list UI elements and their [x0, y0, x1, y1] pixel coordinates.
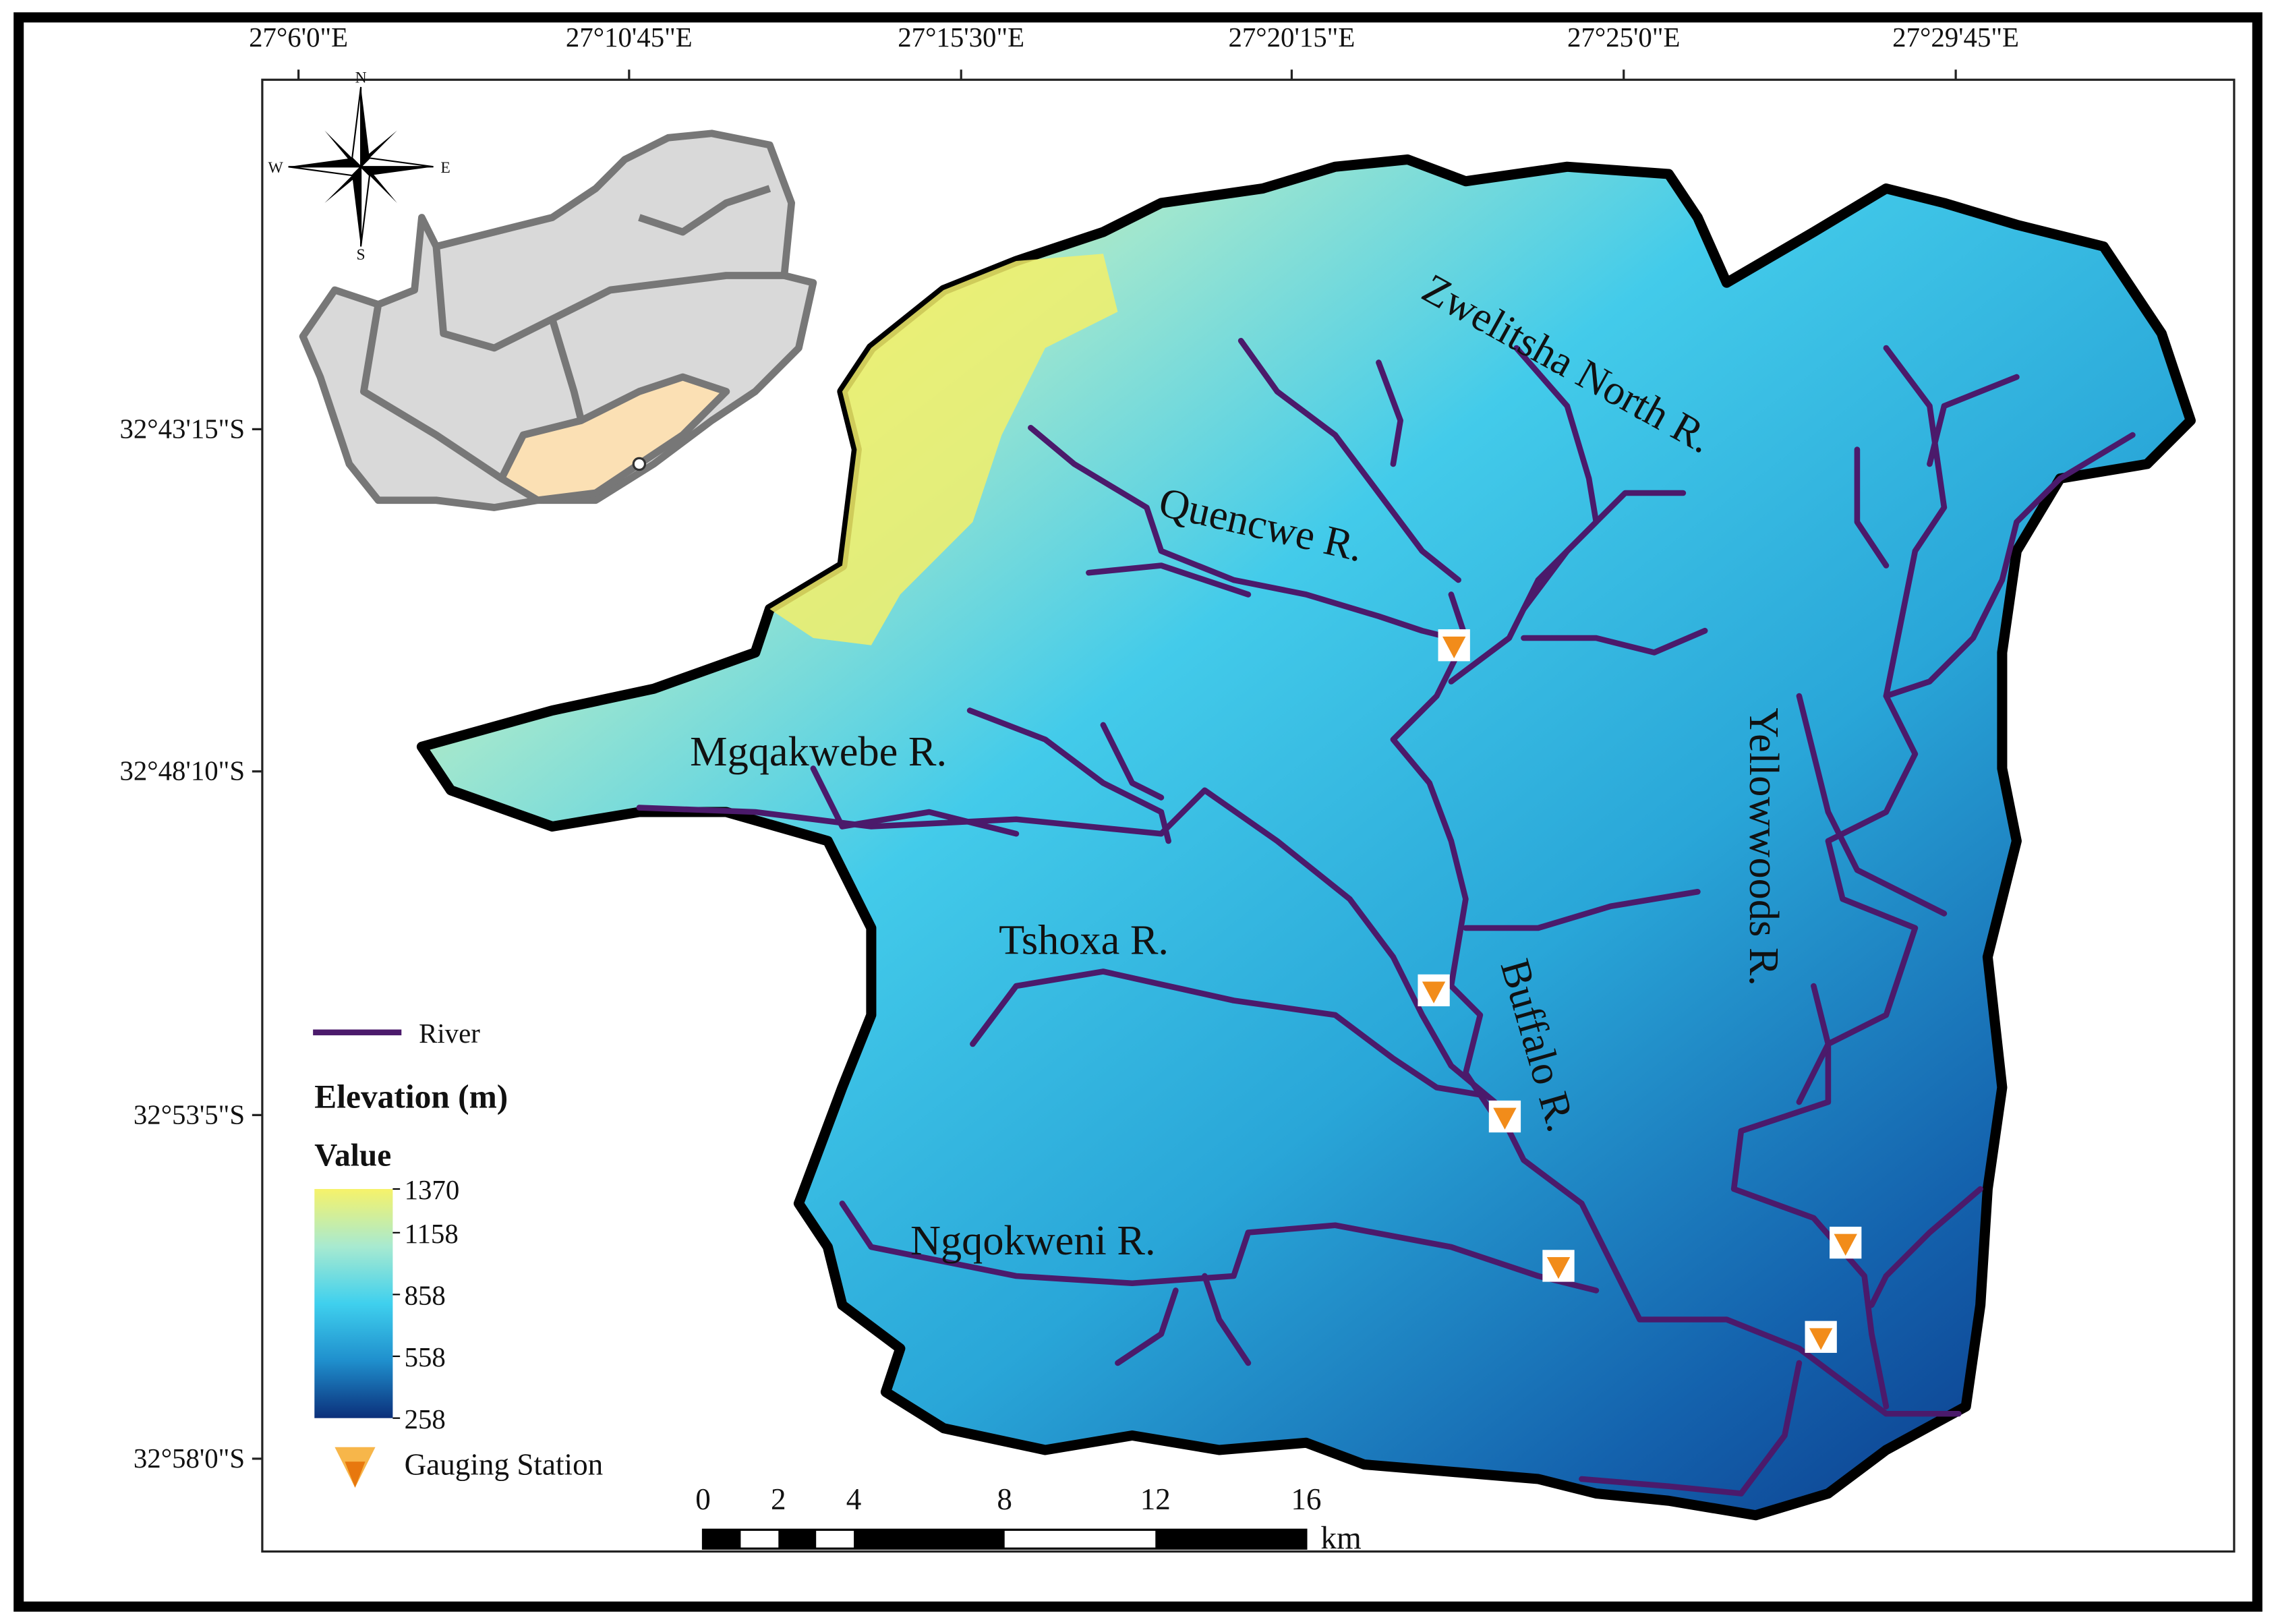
scale-tick-label: 8: [997, 1482, 1012, 1516]
gauging-stations: [1418, 629, 1862, 1353]
legend-color-ramp: [314, 1189, 393, 1418]
river-label: Ngqokweni R.: [910, 1217, 1156, 1264]
scale-tick-label: 0: [695, 1482, 711, 1516]
legend-value: 858: [405, 1280, 446, 1310]
legend-river-label: River: [419, 1018, 480, 1049]
compass-label: W: [268, 159, 284, 177]
compass-label: N: [355, 69, 367, 87]
longitude-label: 27°10'45"E: [566, 22, 693, 53]
latitude-label: 32°53'5"S: [134, 1099, 245, 1130]
legend-gauging-label: Gauging Station: [405, 1448, 604, 1482]
river-label: Yellowwoods R.: [1741, 707, 1787, 986]
compass-label: S: [357, 246, 366, 264]
scale-tick-label: 16: [1291, 1482, 1321, 1516]
scale-tick-label: 4: [846, 1482, 862, 1516]
compass-label: E: [440, 159, 450, 177]
river-label: Mgqakwebe R.: [690, 728, 947, 775]
longitude-labels: 27°6'0"E 27°10'45"E 27°15'30"E 27°20'15"…: [249, 22, 2019, 53]
scale-bar: km 0 2 4 8 12 16: [695, 1482, 1362, 1556]
legend-value: 1158: [405, 1219, 459, 1249]
legend: River Elevation (m) Value Gauging Statio…: [313, 1018, 603, 1488]
highland-area: [769, 254, 1118, 645]
longitude-label: 27°6'0"E: [249, 22, 348, 53]
legend-value: 1370: [405, 1175, 460, 1205]
longitude-label: 27°15'30"E: [898, 22, 1024, 53]
longitude-label: 27°25'0"E: [1567, 22, 1680, 53]
legend-value: 558: [405, 1342, 446, 1372]
longitude-label: 27°20'15"E: [1228, 22, 1355, 53]
legend-title: Elevation (m): [314, 1078, 508, 1115]
inset-map: [299, 129, 817, 511]
legend-subtitle: Value: [314, 1138, 391, 1173]
scale-tick-label: 12: [1140, 1482, 1171, 1516]
compass-rose: N S E W: [268, 69, 450, 264]
scale-unit: km: [1320, 1521, 1362, 1556]
latitude-label: 32°48'10"S: [119, 756, 245, 786]
graticule-ticks: [252, 69, 1957, 1460]
longitude-label: 27°29'45"E: [1892, 22, 2019, 53]
river-label: Tshoxa R.: [999, 917, 1169, 964]
scale-tick-label: 2: [771, 1482, 786, 1516]
latitude-labels: 32°43'15"S 32°48'10"S 32°53'5"S 32°58'0"…: [119, 413, 245, 1474]
latitude-label: 32°58'0"S: [134, 1443, 245, 1474]
latitude-label: 32°43'15"S: [119, 413, 245, 444]
legend-value: 258: [405, 1404, 446, 1434]
rivers: [636, 337, 2136, 1497]
